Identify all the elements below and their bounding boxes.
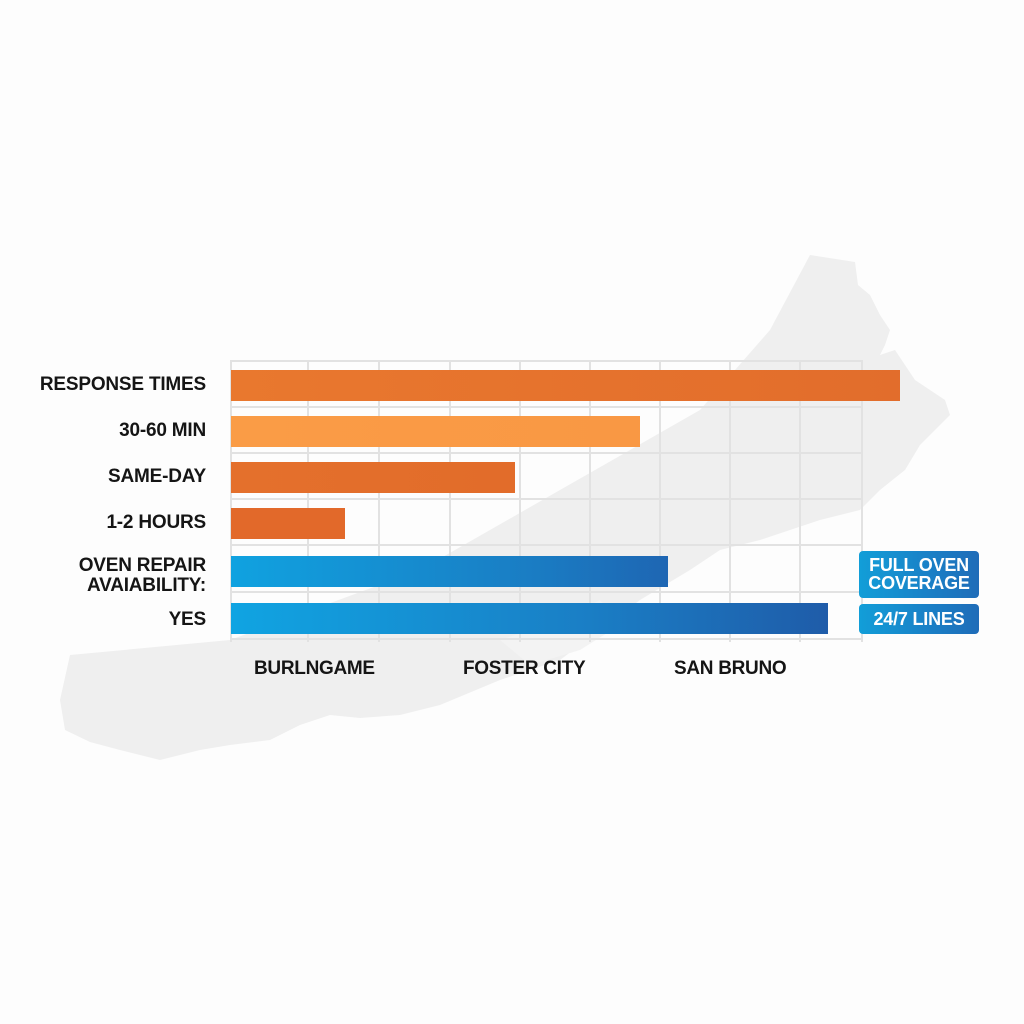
bar-response-times xyxy=(231,370,900,401)
gridline-h xyxy=(230,638,862,640)
category-label-response-times: RESPONSE TIMES xyxy=(39,374,206,395)
category-label-30-60-min: 30-60 MIN xyxy=(119,420,206,441)
badge-24-7-lines-label: 24/7 LINES xyxy=(873,609,965,629)
gridline-v xyxy=(659,360,661,642)
category-label-same-day: SAME-DAY xyxy=(108,466,206,487)
bar-same-day xyxy=(231,462,515,493)
gridline-v xyxy=(729,360,731,642)
x-axis-label-san-bruno: SAN BRUNO xyxy=(674,658,787,679)
bar-chart-plot-area xyxy=(230,360,900,642)
gridline-h xyxy=(230,544,862,546)
gridline-v xyxy=(861,360,863,642)
gridline-h xyxy=(230,360,862,362)
badge-24-7-lines: 24/7 LINES xyxy=(859,604,979,634)
bar-yes xyxy=(231,603,828,634)
x-axis-label-burlingame: BURLNGAME xyxy=(254,658,375,679)
category-label-availability: AVAIABILITY: xyxy=(87,575,206,596)
category-label-oven-repair: OVEN REPAIR xyxy=(78,555,207,576)
badge-full-oven-coverage-line2: COVERAGE xyxy=(868,573,970,593)
gridline-v xyxy=(589,360,591,642)
gridline-v xyxy=(378,360,380,642)
gridline-v xyxy=(519,360,521,642)
category-label-1-2-hours: 1-2 HOURS xyxy=(106,512,206,533)
bar-oven-repair-availability xyxy=(231,556,668,587)
gridline-v xyxy=(799,360,801,642)
badge-full-oven-coverage-line1: FULL OVEN xyxy=(869,555,969,575)
bar-1-2-hours xyxy=(231,508,345,539)
x-axis-label-foster-city: FOSTER CITY xyxy=(463,658,586,679)
gridline-h xyxy=(230,406,862,408)
badge-full-oven-coverage: FULL OVEN COVERAGE xyxy=(859,551,979,598)
gridline-v xyxy=(230,360,232,642)
gridline-h xyxy=(230,452,862,454)
gridline-h xyxy=(230,591,862,593)
bar-30-60-min xyxy=(231,416,640,447)
gridline-v xyxy=(449,360,451,642)
gridline-v xyxy=(307,360,309,642)
gridline-h xyxy=(230,498,862,500)
category-label-yes: YES xyxy=(168,609,207,630)
